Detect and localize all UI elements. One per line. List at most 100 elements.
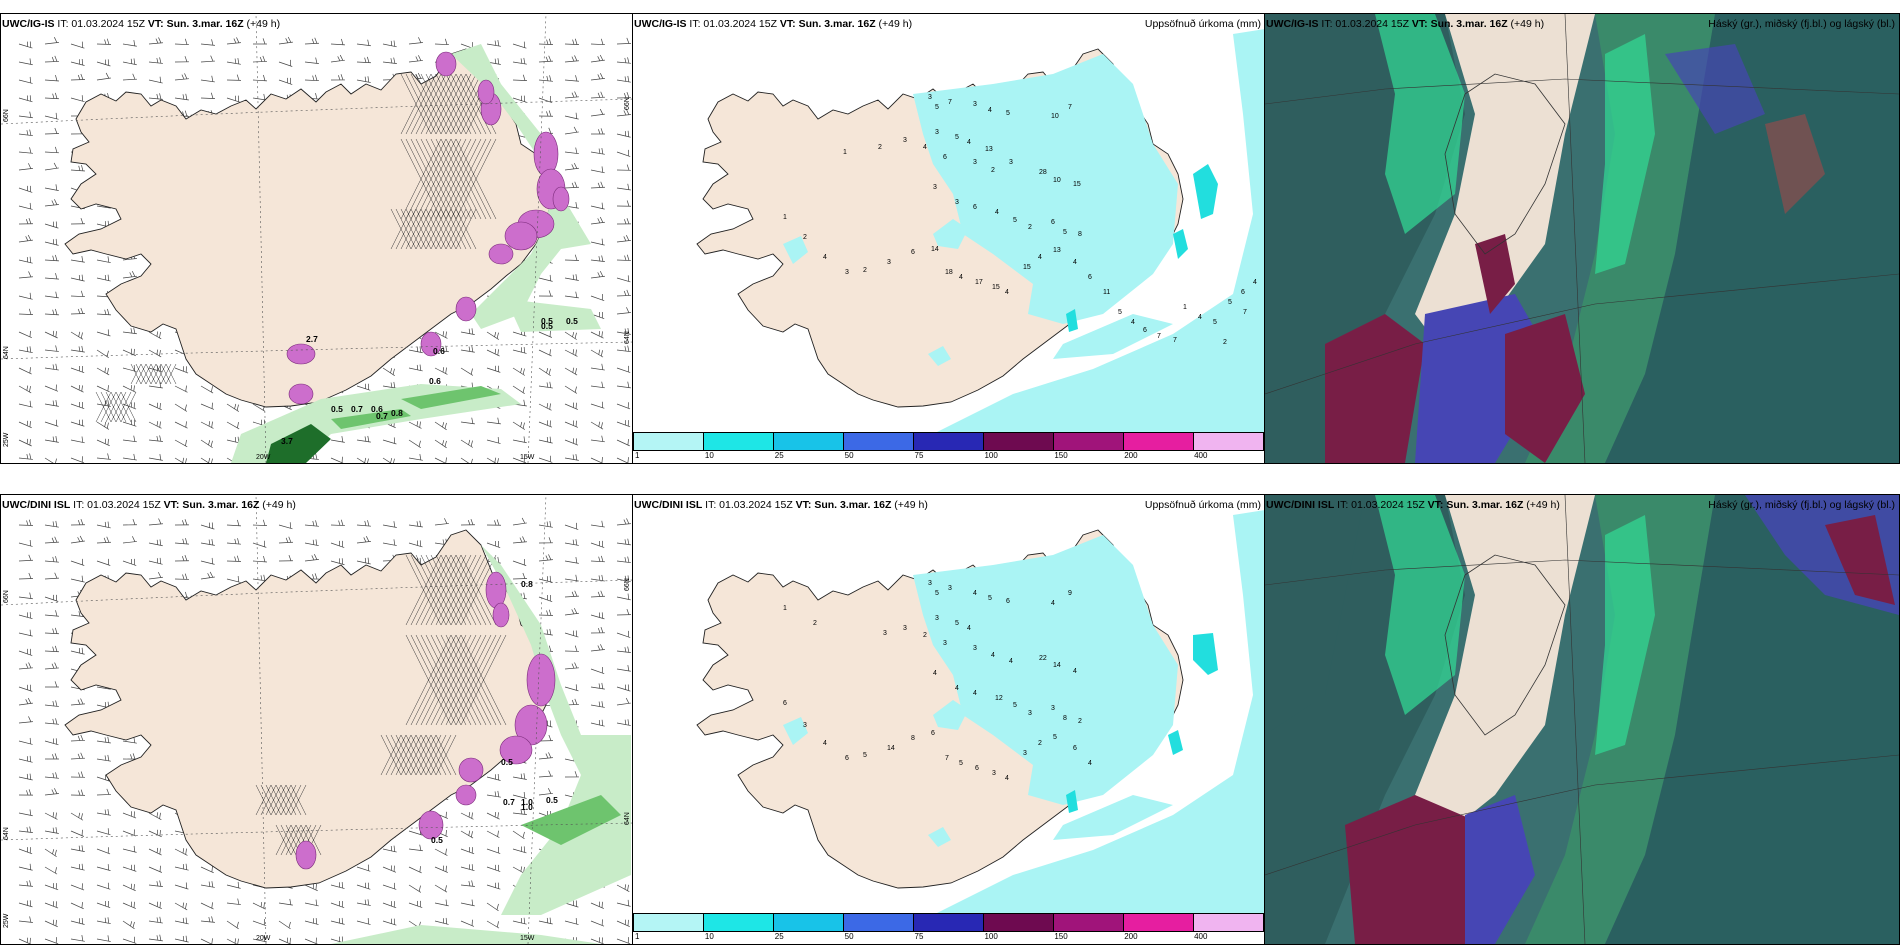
panel-clouds-igis: UWC/IG-IS IT: 01.03.2024 15Z VT: Sun. 3.… (1264, 13, 1900, 464)
precip-amount-label: 7 (1173, 337, 1177, 344)
colorbar-tick-label: 50 (844, 451, 854, 460)
precip-amount-label: 1 (1183, 304, 1187, 311)
precip-amount-label: 5 (1213, 319, 1217, 326)
panel-title: UWC/IG-IS IT: 01.03.2024 15Z VT: Sun. 3.… (634, 18, 913, 30)
precip-amount-label: 3 (1051, 705, 1055, 712)
precip-amount-label: 5 (955, 134, 959, 141)
precip-colorbar (633, 432, 1264, 451)
precip-amount-label: 3 (955, 199, 959, 206)
snow-precip-overlay (295, 545, 631, 944)
precip-amount-label: 3 (973, 101, 977, 108)
precip-amount-label: 4 (1073, 668, 1077, 675)
colorbar-tick-label: 400 (1194, 451, 1208, 460)
panel-subtitle: Uppsöfnuð úrkoma (mm) (1144, 499, 1261, 511)
lat-label-64n-right: 64N (624, 812, 631, 825)
precip-amount-label: 2 (923, 632, 927, 639)
snow-amount-label: 0.8 (391, 408, 403, 418)
precip-amount-label: 3 (992, 770, 996, 777)
precip-amount-label: 11 (1103, 289, 1110, 296)
lat-label-64n: 64N (3, 346, 10, 359)
precip-amount-label: 2 (803, 234, 807, 241)
precip-amount-label: 13 (1053, 247, 1061, 254)
precip-amount-label: 18 (945, 269, 953, 276)
precip-amount-label: 17 (975, 279, 983, 286)
precip-amount-label: 14 (1053, 662, 1061, 669)
lon-label-25w: 25W (3, 432, 10, 447)
colorbar-swatch (634, 914, 704, 931)
precip-amount-label: 3 (887, 259, 891, 266)
lon-label-15w: 15W (520, 935, 535, 942)
snow-amount-label: 0.5 (541, 321, 553, 331)
colorbar-tick-label: 100 (984, 932, 998, 941)
precip-amount-label: 3 (935, 129, 939, 136)
snow-amount-label: 0.5 (331, 404, 343, 414)
precip-amount-label: 8 (911, 735, 915, 742)
cloud-layers (1265, 495, 1899, 944)
iceland-landmass (64, 529, 552, 889)
precip-amount-label: 15 (1023, 264, 1031, 271)
colorbar-tick-label: 75 (914, 451, 924, 460)
precip-amount-label: 4 (967, 139, 971, 146)
colorbar-swatch (844, 433, 914, 450)
colorbar-swatch (704, 433, 774, 450)
precip-amount-label: 2 (991, 167, 995, 174)
snow-amount-label: 2.7 (306, 334, 318, 344)
precip-amount-label: 5 (988, 595, 992, 602)
cloud-map (1265, 495, 1899, 944)
precip-amount-label: 6 (1088, 274, 1092, 281)
snow-amount-label: 0.5 (566, 316, 578, 326)
snow-precip-overlay (231, 44, 601, 463)
precip-amount-label: 6 (1241, 289, 1245, 296)
snow-amount-label: 1.0 (521, 797, 533, 807)
wind-barb-map: 0.5 0.50.50.60.60.5 0.7 0.60.7 0.83.72.7 (1, 14, 633, 463)
precip-amount-label: 3 (903, 137, 907, 144)
precip-amount-label: 9 (1068, 590, 1072, 597)
precip-amount-label: 5 (935, 590, 939, 597)
precip-amount-label: 2 (1038, 740, 1042, 747)
panel-precip-igis: UWC/IG-IS IT: 01.03.2024 15Z VT: Sun. 3.… (632, 13, 1266, 464)
precip-amount-label: 5 (1063, 229, 1067, 236)
precip-amount-label: 3 (948, 585, 952, 592)
precip-amount-label: 4 (1073, 259, 1077, 266)
snow-amount-label: 0.7 (351, 404, 363, 414)
precip-amount-label: 4 (1253, 279, 1257, 286)
precip-over-land (783, 535, 1218, 847)
precip-amount-label: 7 (948, 99, 952, 106)
panel-title: UWC/DINI ISL IT: 01.03.2024 15Z VT: Sun.… (1266, 499, 1560, 511)
precip-amount-label: 5 (1228, 299, 1232, 306)
precip-amount-label: 4 (955, 685, 959, 692)
precip-amount-label: 4 (988, 107, 992, 114)
precip-amount-label: 1 (783, 605, 787, 612)
precip-amount-label: 14 (931, 246, 939, 253)
snow-amount-label: 3.7 (281, 436, 293, 446)
precip-amount-label: 5 (959, 760, 963, 767)
lon-label-25w: 25W (3, 913, 10, 928)
lat-label-66n-right: 66N (624, 97, 631, 110)
precip-amount-label: 4 (1051, 600, 1055, 607)
wind-barb-map: 0.8 0.5 0.7 1.0 0.5 1.0 0.5 (1, 495, 633, 944)
colorbar-tick-label: 1 (635, 932, 640, 941)
lat-label-66n-right: 66N (624, 578, 631, 591)
precip-amount-label: 2 (878, 144, 882, 151)
precip-amount-label: 4 (973, 590, 977, 597)
colorbar-tick-label: 400 (1194, 932, 1208, 941)
precip-amount-label: 5 (955, 620, 959, 627)
colorbar-tick-label: 75 (914, 932, 924, 941)
precip-amount-label: 5 (1053, 734, 1057, 741)
colorbar-swatch (774, 914, 844, 931)
precip-amount-label: 4 (991, 652, 995, 659)
precip-amount-label: 5 (1118, 309, 1122, 316)
colorbar-tick-label: 100 (984, 451, 998, 460)
colorbar-tick-label: 50 (844, 932, 854, 941)
precip-amount-label: 14 (887, 745, 895, 752)
colorbar-tick-label: 150 (1054, 451, 1068, 460)
precip-amount-label: 6 (1143, 327, 1147, 334)
precip-amount-label: 1 (783, 214, 787, 221)
colorbar-swatch (844, 914, 914, 931)
precip-amount-label: 4 (959, 274, 963, 281)
snow-amount-label: 1.0 (521, 802, 533, 812)
lat-label-66n: 66N (3, 109, 10, 122)
precip-amount-label: 3 (943, 640, 947, 647)
